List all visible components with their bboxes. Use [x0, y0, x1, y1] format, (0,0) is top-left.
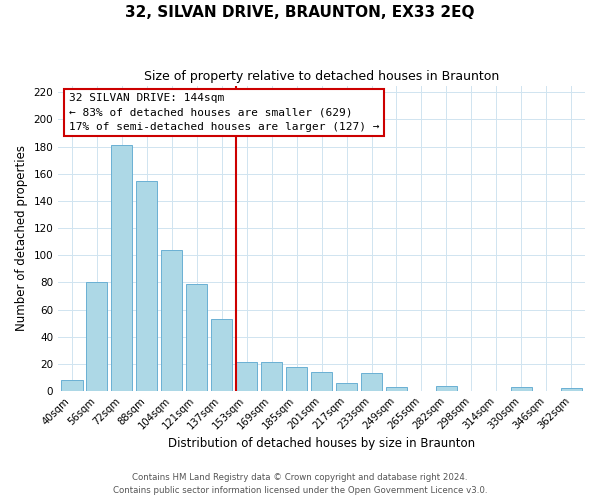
Bar [61, 380, 83, 391]
Bar [186, 284, 208, 391]
Bar [236, 362, 257, 391]
Bar [361, 374, 382, 391]
Bar [111, 146, 133, 391]
Text: 32 SILVAN DRIVE: 144sqm
← 83% of detached houses are smaller (629)
17% of semi-d: 32 SILVAN DRIVE: 144sqm ← 83% of detache… [69, 93, 379, 132]
Bar [560, 388, 582, 391]
Title: Size of property relative to detached houses in Braunton: Size of property relative to detached ho… [144, 70, 499, 83]
X-axis label: Distribution of detached houses by size in Braunton: Distribution of detached houses by size … [168, 437, 475, 450]
Bar [86, 282, 107, 391]
Bar [211, 319, 232, 391]
Y-axis label: Number of detached properties: Number of detached properties [15, 146, 28, 332]
Bar [161, 250, 182, 391]
Bar [436, 386, 457, 391]
Bar [136, 180, 157, 391]
Bar [386, 387, 407, 391]
Bar [311, 372, 332, 391]
Bar [261, 362, 282, 391]
Text: 32, SILVAN DRIVE, BRAUNTON, EX33 2EQ: 32, SILVAN DRIVE, BRAUNTON, EX33 2EQ [125, 5, 475, 20]
Bar [336, 383, 357, 391]
Text: Contains HM Land Registry data © Crown copyright and database right 2024.
Contai: Contains HM Land Registry data © Crown c… [113, 474, 487, 495]
Bar [511, 387, 532, 391]
Bar [286, 366, 307, 391]
